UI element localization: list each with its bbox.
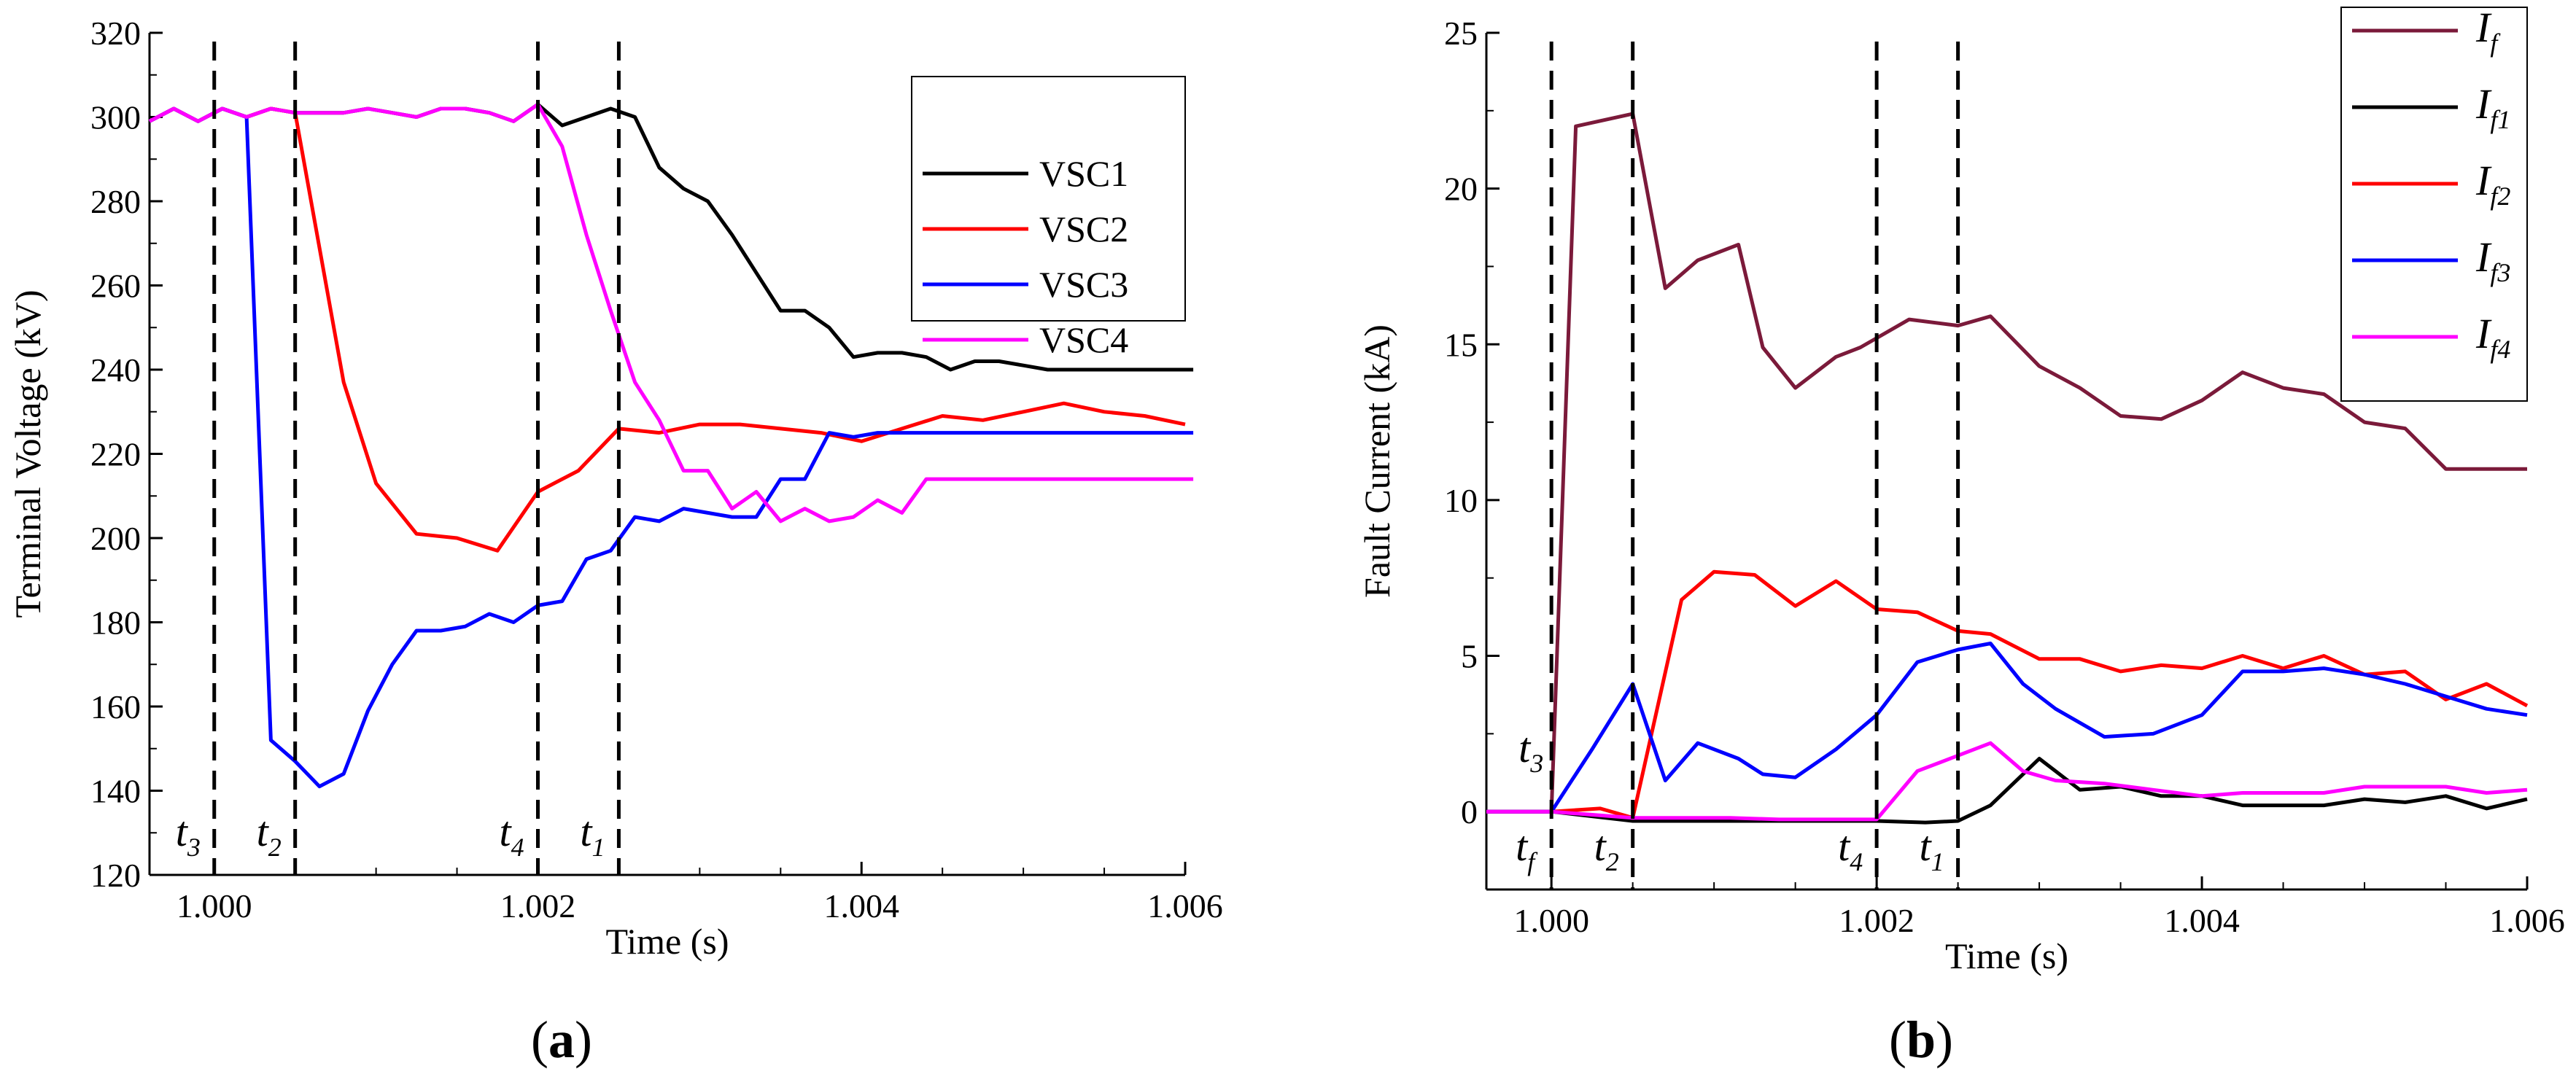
x-tick-label: 1.000 — [1513, 902, 1589, 939]
y-tick-label: 260 — [90, 268, 141, 305]
legend-label-sub: f4 — [2490, 335, 2510, 364]
marker-label-2: t4 — [499, 808, 524, 862]
panel-label-open: ( — [1889, 1011, 1906, 1069]
marker-label-1-sub: 2 — [268, 833, 282, 862]
panel-label-open: ( — [531, 1011, 548, 1069]
x-tick-label: 1.006 — [1147, 887, 1223, 924]
legend-label-3: VSC4 — [1039, 319, 1128, 360]
marker-label-2-sub: 4 — [511, 833, 524, 862]
legend-label-4: If4 — [2475, 310, 2510, 364]
marker-label-3-main: t — [580, 808, 593, 855]
y-tick-label: 5 — [1461, 638, 1478, 675]
legend-label-sub: f2 — [2490, 182, 2510, 211]
x-tick-label: 1.000 — [176, 887, 252, 924]
legend-label-main: I — [2475, 157, 2492, 204]
legend-label-main: I — [2475, 80, 2492, 128]
y-tick-label: 320 — [90, 15, 141, 52]
legend-label-1: VSC2 — [1039, 209, 1128, 249]
series-line-1 — [1486, 757, 2528, 825]
marker-label-1: t2 — [1594, 822, 1619, 876]
marker-extra-label-0-sub: 3 — [1529, 749, 1543, 778]
marker-label-2-sub: 4 — [1850, 847, 1863, 876]
marker-label-3: t1 — [1920, 822, 1944, 876]
legend-label-3: If3 — [2475, 233, 2510, 287]
y-tick-label: 300 — [90, 99, 141, 136]
marker-label-0: t3 — [176, 808, 201, 862]
panel-label-close: ) — [1936, 1011, 1953, 1069]
x-axis-title: Time (s) — [605, 921, 729, 962]
marker-label-0-main: t — [176, 808, 189, 855]
panel-a: 120 140 160 180 200 220 240 260 280 300 320 1.000 1.… — [7, 15, 1223, 1069]
marker-label-3-main: t — [1920, 822, 1933, 870]
y-tick-label: 240 — [90, 351, 141, 389]
series-line-0 — [1486, 112, 2527, 814]
legend-label-main: I — [2475, 233, 2492, 281]
marker-label-1-main: t — [257, 808, 270, 855]
legend-label-0: VSC1 — [1039, 153, 1128, 194]
panel-label-close: ) — [575, 1011, 592, 1069]
x-tick-label: 1.006 — [2489, 902, 2565, 939]
legend-label-main: I — [2475, 4, 2492, 51]
legend-label-2: VSC3 — [1039, 264, 1128, 305]
y-tick-label: 25 — [1444, 15, 1478, 52]
legend-label-main: I — [2475, 310, 2492, 357]
marker-label-2: t4 — [1838, 822, 1863, 876]
y-axis-title: Fault Current (kA) — [1357, 324, 1397, 598]
marker-label-1-sub: 2 — [1606, 847, 1619, 876]
panel-label-letter: b — [1906, 1011, 1936, 1069]
marker-label-0: tf — [1516, 822, 1538, 876]
y-tick-label: 220 — [90, 436, 141, 473]
marker-label-0-main: t — [1516, 822, 1529, 870]
series-line-2 — [1486, 569, 2529, 820]
y-tick-label: 180 — [90, 604, 141, 642]
y-tick-label: 200 — [90, 520, 141, 557]
legend-box — [911, 76, 1186, 322]
y-tick-label: 10 — [1444, 482, 1478, 519]
y-tick-label: 280 — [90, 183, 141, 220]
series-line-3 — [1486, 642, 2528, 814]
y-tick-label: 20 — [1444, 171, 1478, 208]
y-tick-label: 0 — [1461, 793, 1478, 830]
y-tick-label: 15 — [1444, 326, 1478, 363]
legend-label-sub: f3 — [2490, 258, 2510, 287]
series-line-2 — [148, 106, 1194, 789]
x-tick-label: 1.002 — [500, 887, 576, 924]
marker-label-3-sub: 1 — [1931, 847, 1944, 876]
legend-label-2: If2 — [2475, 157, 2510, 211]
marker-extra-label-0-main: t — [1518, 724, 1532, 771]
y-tick-label: 120 — [90, 857, 141, 894]
x-tick-label: 1.004 — [2164, 902, 2240, 939]
marker-label-0-sub: 3 — [187, 833, 201, 862]
marker-label-3-sub: 1 — [592, 833, 605, 862]
series-line-4 — [1486, 741, 2528, 822]
series-line-3 — [148, 102, 1194, 523]
panel-label-letter: a — [548, 1011, 575, 1069]
marker-label-0-sub: f — [1527, 847, 1538, 876]
panel-label: (b) — [1889, 1011, 1953, 1069]
panel-label: (a) — [531, 1011, 592, 1069]
marker-extra-label-0: t3 — [1518, 724, 1543, 778]
marker-label-1: t2 — [257, 808, 282, 862]
legend-label-sub: f1 — [2490, 105, 2510, 134]
marker-label-1-main: t — [1594, 822, 1607, 870]
y-axis-title: Terminal Voltage (kV) — [7, 289, 48, 618]
marker-label-3: t1 — [580, 808, 605, 862]
x-axis-title: Time (s) — [1945, 935, 2068, 976]
y-tick-label: 160 — [90, 688, 141, 725]
marker-label-2-main: t — [499, 808, 512, 855]
y-tick-label: 140 — [90, 773, 141, 810]
marker-label-2-main: t — [1838, 822, 1851, 870]
legend-label-1: If1 — [2475, 80, 2510, 134]
x-tick-label: 1.002 — [1839, 902, 1914, 939]
x-tick-label: 1.004 — [824, 887, 900, 924]
panel-b: 0 5 10 15 20 25 1.000 1.002 1.004 1.006 Time (s) Fa… — [1357, 4, 2565, 1069]
